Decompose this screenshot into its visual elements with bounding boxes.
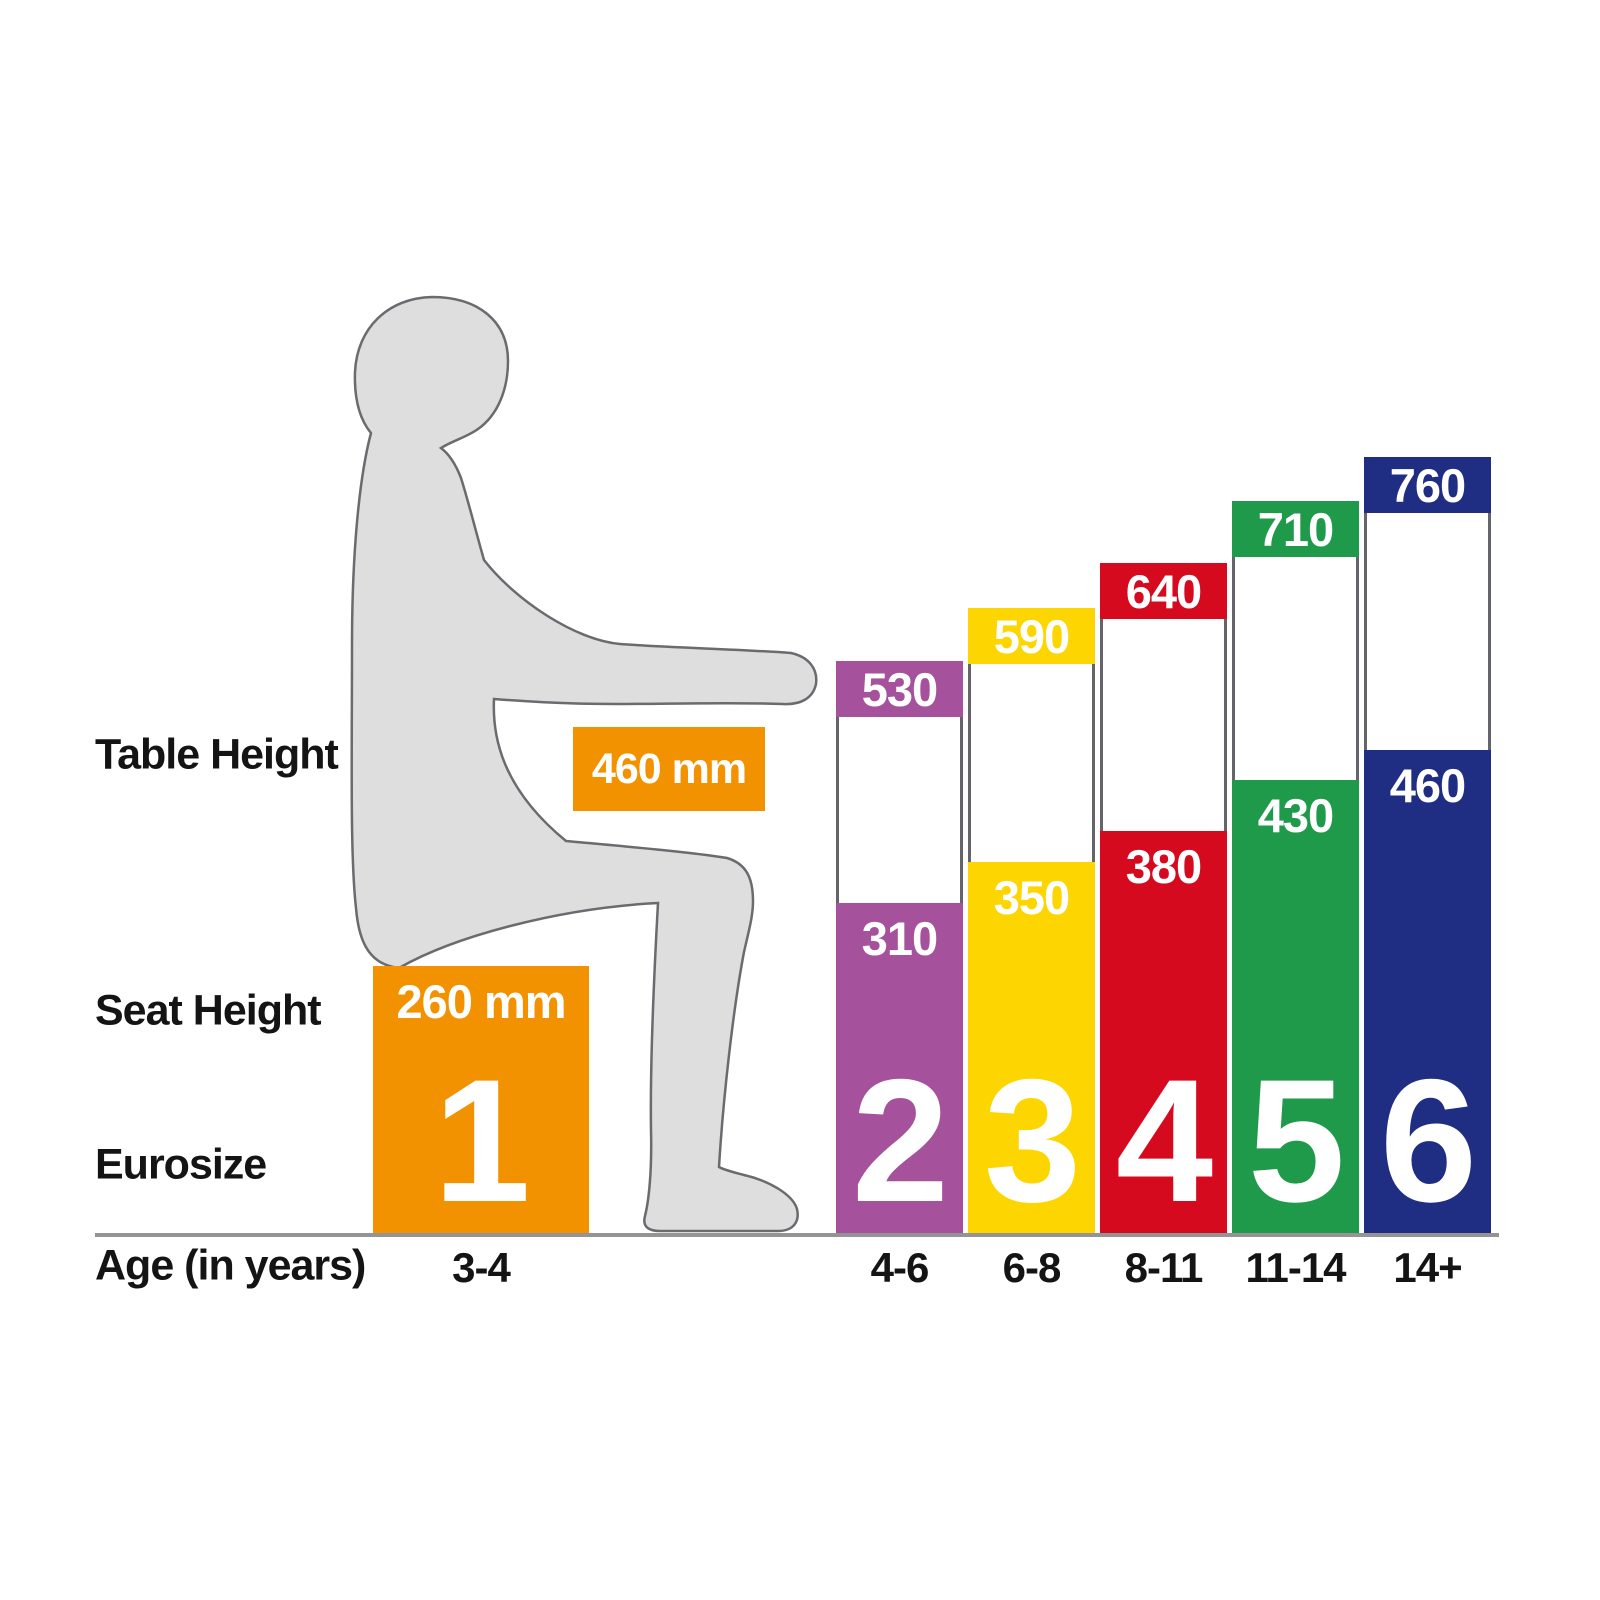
seat-height-value: 430 [1257, 789, 1334, 842]
seat-section: 380 4 [1100, 831, 1227, 1233]
seat-section: 430 5 [1232, 780, 1359, 1233]
size1-seat-column: 260 mm 1 [373, 966, 589, 1233]
size-column-6: 760 460 6 [1364, 457, 1491, 1233]
eurosize-number: 3 [983, 1043, 1081, 1239]
size1-eurosize-number: 1 [433, 1043, 530, 1239]
table-height-value: 530 [836, 661, 963, 717]
column-gap [1364, 513, 1491, 750]
size-column-2: 530 310 2 [836, 661, 963, 1233]
size-column-4: 640 380 4 [1100, 563, 1227, 1233]
table-height-label: Table Height [95, 730, 339, 779]
seat-section: 460 6 [1364, 750, 1491, 1233]
age-value: 6-8 [1002, 1244, 1062, 1291]
seat-height-value: 460 [1389, 759, 1466, 812]
seat-height-value: 350 [993, 871, 1070, 924]
column-gap [1100, 619, 1227, 831]
table-height-value: 760 [1364, 457, 1491, 513]
baseline [95, 1233, 1499, 1237]
age-label: Age (in years) [95, 1241, 366, 1290]
seat-height-value: 310 [861, 912, 938, 965]
eurosize-number: 4 [1115, 1043, 1213, 1239]
silhouette-path [350, 295, 818, 1233]
table-height-value: 710 [1232, 501, 1359, 557]
column-gap [1232, 557, 1359, 780]
column-gap [836, 717, 963, 903]
eurosize-number: 5 [1247, 1043, 1345, 1239]
seat-height-label: Seat Height [95, 986, 322, 1035]
seat-height-value: 380 [1125, 840, 1202, 893]
column-gap [968, 664, 1095, 862]
age-value: 14+ [1393, 1244, 1462, 1291]
seat-section: 310 2 [836, 903, 963, 1233]
size1-seat-height-value: 260 mm [396, 975, 566, 1028]
eurosize-number: 6 [1379, 1043, 1477, 1239]
size1-table-height-badge: 460 mm [573, 727, 765, 811]
eurosize-label: Eurosize [95, 1140, 267, 1189]
size-column-3: 590 350 3 [968, 608, 1095, 1233]
age-value: 8-11 [1124, 1244, 1204, 1291]
seat-section: 350 3 [968, 862, 1095, 1233]
age-value: 11-14 [1245, 1244, 1346, 1291]
table-height-value: 640 [1100, 563, 1227, 619]
eurosize-number: 2 [851, 1043, 949, 1239]
age-value: 4-6 [870, 1244, 930, 1291]
age-value: 3-4 [452, 1244, 511, 1291]
table-height-value: 590 [968, 608, 1095, 664]
size1-table-height-value: 460 mm [591, 744, 747, 793]
size-column-5: 710 430 5 [1232, 501, 1359, 1233]
